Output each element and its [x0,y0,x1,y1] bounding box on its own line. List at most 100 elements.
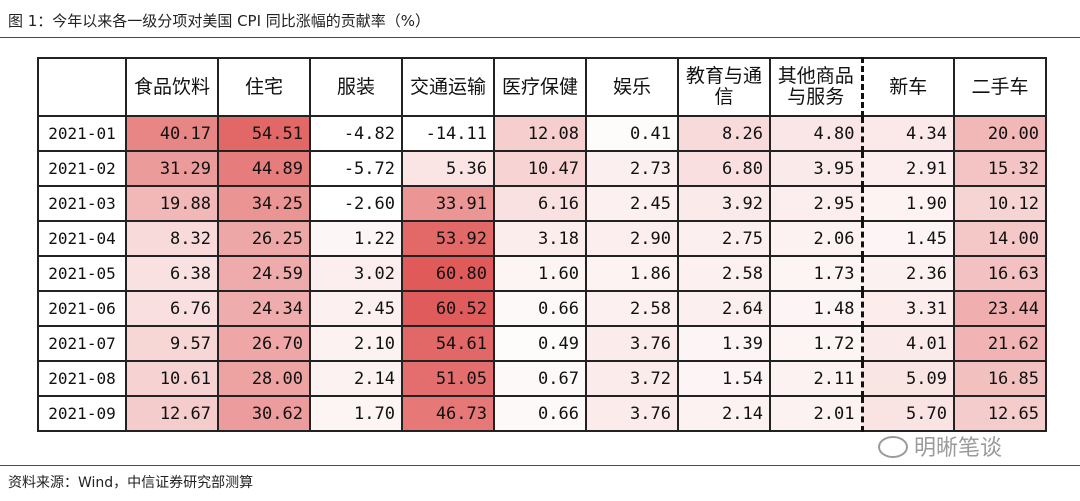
table-row: 2021-01 40.17 54.51 -4.82 -14.11 12.08 0.41 8.2… [37,115,1047,152]
heat-cell: 5.70 [861,395,955,432]
row-label: 2021-06 [37,290,127,327]
heat-cell: 10.47 [493,150,587,187]
heat-cell: 2.06 [769,220,864,257]
heat-cell: 4.01 [861,325,955,362]
heat-cell: 10.12 [953,185,1047,222]
column-header: 交通运输 [401,57,495,117]
heat-cell: 3.31 [861,290,955,327]
heat-cell: 23.44 [953,290,1047,327]
heat-cell: 3.18 [493,220,587,257]
heat-cell: 0.41 [585,115,679,152]
column-header: 住宅 [217,57,311,117]
heat-cell: 20.00 [953,115,1047,152]
heat-cell: 3.76 [585,395,679,432]
heat-cell: 44.89 [217,150,311,187]
column-header: 教育与通信 [677,57,771,117]
heat-cell: 16.85 [953,360,1047,397]
heat-cell: 3.72 [585,360,679,397]
heat-cell: 0.66 [493,290,587,327]
heat-cell: -4.82 [309,115,403,152]
row-label: 2021-09 [37,395,127,432]
heat-cell: 28.00 [217,360,311,397]
heat-cell: 2.14 [677,395,771,432]
column-header: 其他商品与服务 [769,57,864,117]
row-label: 2021-02 [37,150,127,187]
heat-cell: 30.62 [217,395,311,432]
row-label: 2021-01 [37,115,127,152]
heat-cell: 31.29 [125,150,219,187]
heat-cell: 4.34 [861,115,955,152]
heat-cell: 2.91 [861,150,955,187]
row-label: 2021-03 [37,185,127,222]
row-label: 2021-08 [37,360,127,397]
source-note: 资料来源：Wind，中信证券研究部测算 [8,475,254,491]
heat-cell: 40.17 [125,115,219,152]
heat-cell: 24.34 [217,290,311,327]
heat-cell: 1.72 [769,325,864,362]
heatmap-table: 食品饮料 住宅 服装 交通运输 医疗保健 娱乐 教育与通信 其他商品与服务 新车 二手车 2021… [37,57,1047,432]
heat-cell: 5.09 [861,360,955,397]
row-label: 2021-07 [37,325,127,362]
heat-cell: 24.59 [217,255,311,292]
heat-cell: 6.38 [125,255,219,292]
heat-cell: 6.80 [677,150,771,187]
column-header: 食品饮料 [125,57,219,117]
heat-cell: 2.64 [677,290,771,327]
heat-cell: 12.67 [125,395,219,432]
column-header: 服装 [309,57,403,117]
heat-cell: 1.86 [585,255,679,292]
table-row: 2021-09 12.67 30.62 1.70 46.73 0.66 3.76 2.14 2.… [37,395,1047,432]
heat-cell: 2.45 [585,185,679,222]
heat-cell: 2.58 [585,290,679,327]
heat-cell: 19.88 [125,185,219,222]
heat-cell: 2.75 [677,220,771,257]
footer-rule [0,465,1080,466]
heat-cell: 51.05 [401,360,495,397]
figure-title: 图 1：今年以来各一级分项对美国 CPI 同比涨幅的贡献率（%） [8,12,431,30]
heat-cell: 1.70 [309,395,403,432]
heat-cell: 15.32 [953,150,1047,187]
heat-cell: -2.60 [309,185,403,222]
heat-cell: 46.73 [401,395,495,432]
watermark-text: 明晰笔谈 [914,436,1003,461]
heat-cell: 1.45 [861,220,955,257]
header-row: 食品饮料 住宅 服装 交通运输 医疗保健 娱乐 教育与通信 其他商品与服务 新车 二手车 [37,57,1047,117]
heat-cell: -5.72 [309,150,403,187]
heat-cell: 2.58 [677,255,771,292]
heat-cell: 34.25 [217,185,311,222]
heat-cell: 8.32 [125,220,219,257]
heat-cell: 14.00 [953,220,1047,257]
heat-cell: 2.14 [309,360,403,397]
heat-cell: 6.76 [125,290,219,327]
heat-cell: 53.92 [401,220,495,257]
heat-cell: 6.16 [493,185,587,222]
heat-cell: 0.67 [493,360,587,397]
heat-cell: 2.01 [769,395,864,432]
column-header: 新车 [861,57,955,117]
heat-cell: 0.49 [493,325,587,362]
heat-cell: 33.91 [401,185,495,222]
heat-cell: 12.08 [493,115,587,152]
table-row: 2021-08 10.61 28.00 2.14 51.05 0.67 3.72 1.54 2.… [37,360,1047,397]
row-label: 2021-04 [37,220,127,257]
heat-cell: 1.90 [861,185,955,222]
table-row: 2021-03 19.88 34.25 -2.60 33.91 6.16 2.45 3.92 2… [37,185,1047,222]
heat-cell: 3.76 [585,325,679,362]
heat-cell: 21.62 [953,325,1047,362]
watermark: 明晰笔谈 [878,430,1002,462]
heat-cell: 10.61 [125,360,219,397]
heat-cell: 1.22 [309,220,403,257]
heat-cell: 4.80 [769,115,864,152]
heat-cell: 1.39 [677,325,771,362]
heat-cell: 3.02 [309,255,403,292]
heat-cell: 9.57 [125,325,219,362]
table-row: 2021-05 6.38 24.59 3.02 60.80 1.60 1.86 2.58 1.7… [37,255,1047,292]
heat-cell: 54.61 [401,325,495,362]
table-row: 2021-07 9.57 26.70 2.10 54.61 0.49 3.76 1.39 1.7… [37,325,1047,362]
heat-cell: 1.54 [677,360,771,397]
heat-cell: 0.66 [493,395,587,432]
table-row: 2021-04 8.32 26.25 1.22 53.92 3.18 2.90 2.75 2.0… [37,220,1047,257]
column-header: 医疗保健 [493,57,587,117]
title-rule [0,37,1080,38]
row-label: 2021-05 [37,255,127,292]
